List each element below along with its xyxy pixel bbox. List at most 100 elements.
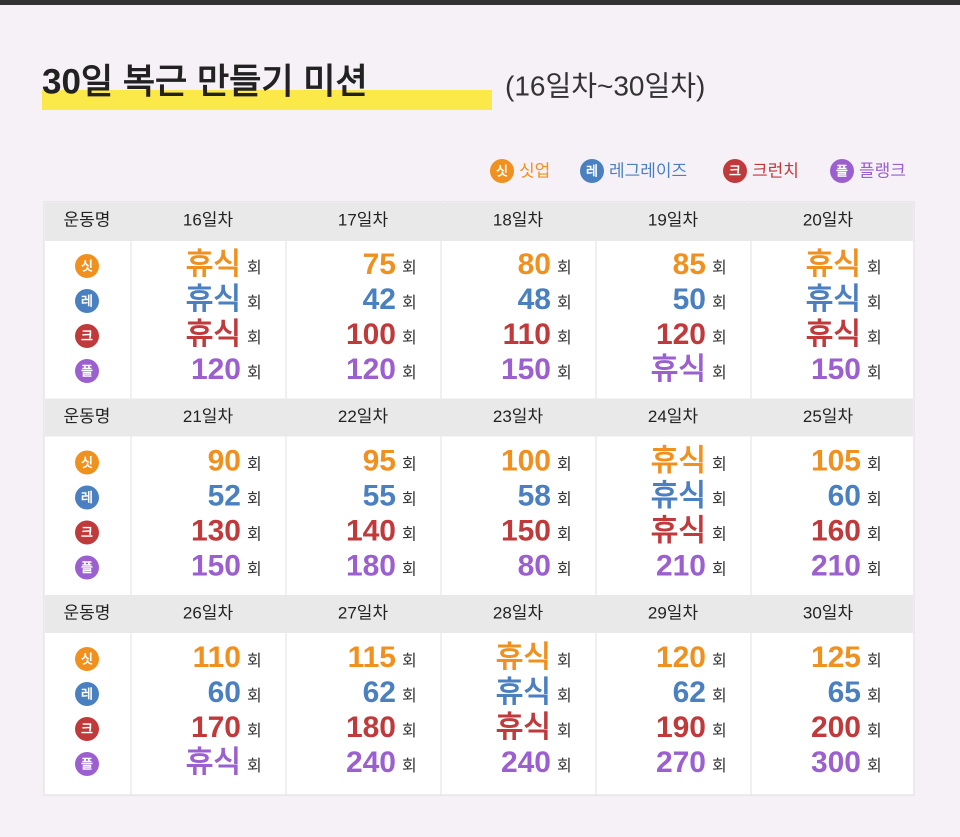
unit: 회 (557, 757, 572, 775)
unit: 회 (557, 456, 572, 474)
value: 58 (518, 479, 551, 512)
header-label: 운동명 (64, 603, 111, 622)
unit: 회 (867, 259, 882, 277)
day-label: 26일차 (183, 603, 234, 622)
value: 80 (518, 549, 551, 582)
exercise-icon (75, 752, 99, 776)
unit: 회 (712, 722, 727, 740)
day-label: 19일차 (648, 210, 699, 229)
unit: 회 (247, 259, 262, 277)
unit: 회 (557, 561, 572, 579)
exercise-icon-label: 싯 (81, 258, 93, 273)
value: 50 (673, 283, 706, 316)
unit: 회 (247, 652, 262, 670)
unit: 회 (712, 687, 727, 705)
value: 휴식 (186, 283, 241, 316)
day-label: 24일차 (648, 407, 699, 426)
unit: 회 (247, 364, 262, 382)
table (43, 201, 915, 796)
day-label: 30일차 (803, 603, 854, 622)
title-highlight (42, 90, 492, 110)
value: 85 (673, 248, 706, 281)
unit: 회 (402, 456, 417, 474)
value: 95 (363, 444, 396, 477)
value: 55 (363, 479, 396, 512)
exercise-icon (75, 450, 99, 475)
unit: 회 (712, 652, 727, 670)
day-label: 20일차 (803, 210, 854, 229)
value: 휴식 (806, 318, 861, 351)
value: 150 (811, 353, 861, 386)
unit: 회 (247, 491, 262, 509)
day-label: 29일차 (648, 603, 699, 622)
day-label: 17일차 (338, 210, 389, 229)
exercise-icon (75, 324, 99, 348)
value: 150 (501, 353, 551, 386)
unit: 회 (867, 456, 882, 474)
value: 125 (811, 641, 861, 674)
unit: 회 (557, 294, 572, 312)
header-label: 운동명 (64, 210, 111, 229)
unit: 회 (247, 456, 262, 474)
unit: 회 (867, 652, 882, 670)
unit: 회 (867, 526, 882, 544)
unit: 회 (247, 687, 262, 705)
value: 60 (828, 479, 861, 512)
unit: 회 (557, 329, 572, 347)
value: 115 (348, 641, 396, 674)
value: 휴식 (496, 711, 551, 744)
value: 90 (208, 444, 241, 477)
day-label: 22일차 (338, 407, 389, 426)
unit: 회 (557, 652, 572, 670)
exercise-icon (75, 717, 99, 741)
value: 휴식 (651, 444, 706, 477)
exercise-icon-label: 레 (81, 686, 93, 701)
unit: 회 (867, 561, 882, 579)
value: 100 (501, 444, 551, 477)
header-row (45, 203, 913, 241)
top-bar (0, 0, 960, 5)
value: 110 (193, 641, 241, 674)
value: 170 (191, 711, 241, 744)
unit: 회 (712, 364, 727, 382)
value: 48 (518, 283, 551, 316)
day-label: 25일차 (803, 407, 854, 426)
value: 65 (828, 676, 861, 709)
value: 휴식 (186, 746, 241, 779)
value: 80 (518, 248, 551, 281)
unit: 회 (402, 722, 417, 740)
exercise-icon-label: 레 (586, 163, 598, 178)
value: 210 (656, 549, 706, 582)
unit: 회 (712, 259, 727, 277)
value: 120 (656, 641, 706, 674)
value: 52 (208, 479, 241, 512)
value: 휴식 (186, 248, 241, 281)
exercise-icon (75, 520, 99, 545)
exercise-icon-label: 싯 (81, 455, 93, 470)
header-row (45, 595, 913, 633)
exercise-icon (75, 254, 99, 278)
value: 120 (191, 353, 241, 386)
exercise-icon (75, 647, 99, 671)
exercise-icon-label: 플 (81, 756, 93, 771)
value: 100 (346, 318, 396, 351)
exercise-icon-label: 싯 (81, 651, 93, 666)
unit: 회 (867, 364, 882, 382)
day-label: 16일차 (183, 210, 234, 229)
value: 휴식 (651, 353, 706, 386)
value: 140 (346, 514, 396, 547)
unit: 회 (557, 687, 572, 705)
value: 190 (656, 711, 706, 744)
unit: 회 (712, 329, 727, 347)
unit: 회 (247, 329, 262, 347)
unit: 회 (247, 757, 262, 775)
title: 30일 복근 만들기 미션 (42, 62, 368, 101)
value: 휴식 (806, 283, 861, 316)
unit: 회 (247, 722, 262, 740)
exercise-icon-label: 크 (81, 721, 93, 736)
value: 75 (363, 248, 396, 281)
unit: 회 (402, 757, 417, 775)
unit: 회 (402, 687, 417, 705)
value: 110 (503, 318, 551, 351)
unit: 회 (557, 259, 572, 277)
